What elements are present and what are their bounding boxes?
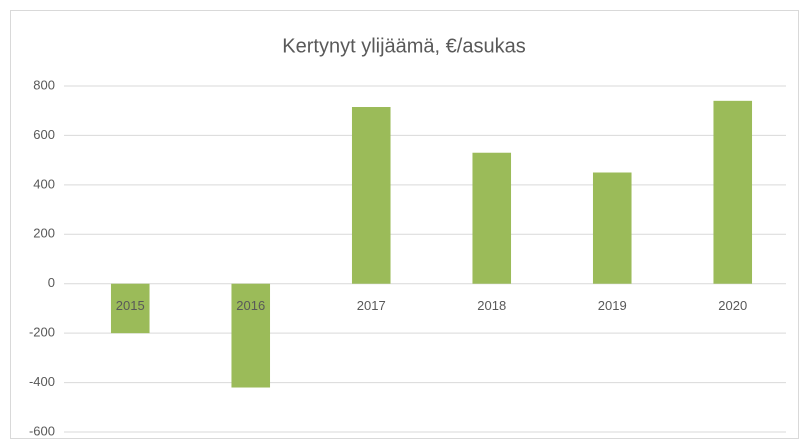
x-tick-label: 2017 (357, 298, 386, 313)
x-tick-label: 2018 (477, 298, 506, 313)
bar (110, 283, 150, 334)
bar (592, 172, 632, 284)
x-tick-label: 2015 (116, 298, 145, 313)
chart-border (10, 10, 799, 439)
y-tick-label: -200 (29, 325, 55, 340)
y-tick-label: 400 (33, 176, 55, 191)
x-tick-label: 2019 (598, 298, 627, 313)
x-tick-label: 2020 (718, 298, 747, 313)
y-tick-label: -600 (29, 423, 55, 438)
y-tick-label: 0 (48, 275, 55, 290)
chart-title: Kertynyt ylijäämä, €/asukas (282, 35, 525, 57)
y-tick-label: 800 (33, 77, 55, 92)
x-tick-label: 2016 (236, 298, 265, 313)
bar (351, 107, 391, 284)
bar (472, 152, 512, 284)
y-tick-label: 600 (33, 127, 55, 142)
bar (713, 100, 753, 284)
y-tick-label: -400 (29, 374, 55, 389)
bar (231, 283, 271, 388)
y-tick-label: 200 (33, 226, 55, 241)
